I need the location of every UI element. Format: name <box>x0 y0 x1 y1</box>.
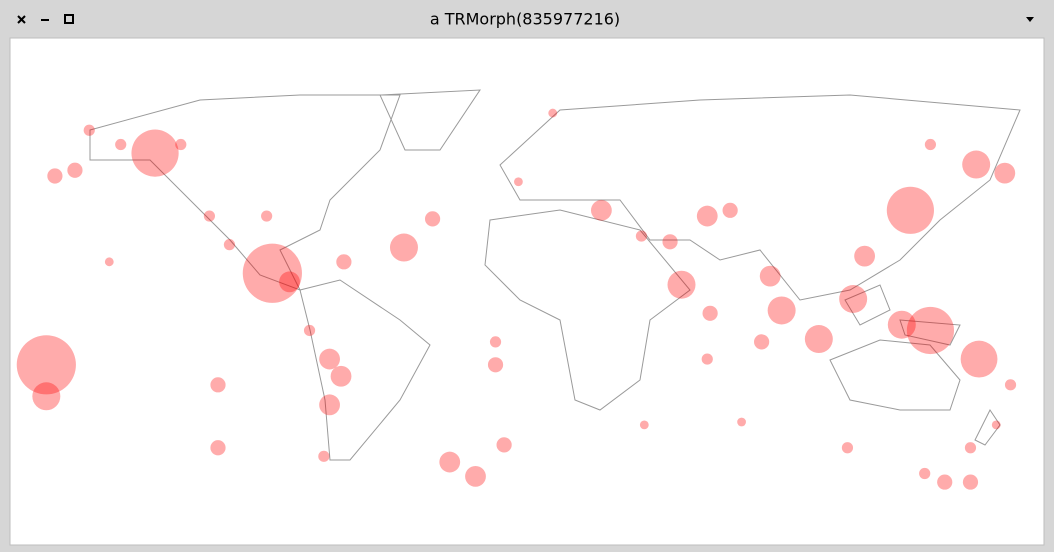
quake-point <box>906 306 955 355</box>
quake-point <box>759 265 781 287</box>
menu-button[interactable] <box>1026 17 1034 22</box>
quake-point <box>767 296 796 325</box>
quake-point <box>47 168 63 184</box>
quake-point <box>210 377 226 393</box>
quake-point <box>667 270 696 299</box>
quake-point <box>514 177 523 187</box>
quake-point <box>991 420 1001 430</box>
quake-point <box>465 465 486 487</box>
quake-point <box>662 234 678 250</box>
quake-point <box>261 210 273 222</box>
quake-point <box>639 420 649 430</box>
close-button[interactable] <box>17 15 26 24</box>
quake-point <box>279 271 300 293</box>
quake-point <box>841 442 854 454</box>
quake-point <box>701 353 713 365</box>
quake-point <box>318 450 330 462</box>
quake-point <box>839 285 868 313</box>
quake-point <box>962 474 979 490</box>
quake-point <box>203 210 216 222</box>
quake-point <box>722 202 738 218</box>
quake-point <box>964 442 977 454</box>
quake-point <box>303 324 316 337</box>
quake-point <box>175 138 187 151</box>
quake-point <box>115 138 127 151</box>
quake-point <box>994 162 1016 184</box>
quake-point <box>886 186 934 234</box>
quake-point <box>635 230 648 242</box>
quake-point <box>319 394 340 416</box>
maximize-button[interactable] <box>64 14 74 24</box>
quake-layer <box>16 108 1017 490</box>
quake-point <box>919 467 931 480</box>
quake-point <box>496 437 512 453</box>
quake-point <box>854 245 876 267</box>
quake-point <box>487 357 504 373</box>
quake-point <box>32 382 61 411</box>
window-title: a TRMorph(835977216) <box>430 10 620 29</box>
quake-point <box>67 162 83 178</box>
quake-point <box>960 340 998 378</box>
quake-point <box>242 243 302 303</box>
quake-point <box>336 254 352 270</box>
quake-point <box>223 239 236 251</box>
quake-point <box>319 348 340 370</box>
quake-point <box>389 233 418 262</box>
quake-point <box>548 108 558 118</box>
quake-point <box>962 150 991 179</box>
quake-point <box>439 451 461 473</box>
quake-point <box>696 205 718 227</box>
quake-point <box>754 334 770 350</box>
quake-point <box>83 124 95 136</box>
quake-point <box>489 336 502 348</box>
quake-point <box>104 257 114 267</box>
quake-point <box>924 138 937 151</box>
quake-point <box>16 335 76 395</box>
canvas <box>9 37 1045 546</box>
quake-point <box>737 417 746 427</box>
quake-point <box>804 325 833 354</box>
quake-point <box>937 474 953 490</box>
world-map <box>89 89 1021 461</box>
quake-point <box>590 199 612 221</box>
quake-point <box>131 129 179 177</box>
quake-point <box>424 211 441 227</box>
quake-point <box>702 305 718 321</box>
quake-point <box>1004 379 1017 391</box>
quake-point <box>887 310 916 339</box>
quake-point <box>330 365 352 387</box>
quake-point <box>210 440 226 456</box>
